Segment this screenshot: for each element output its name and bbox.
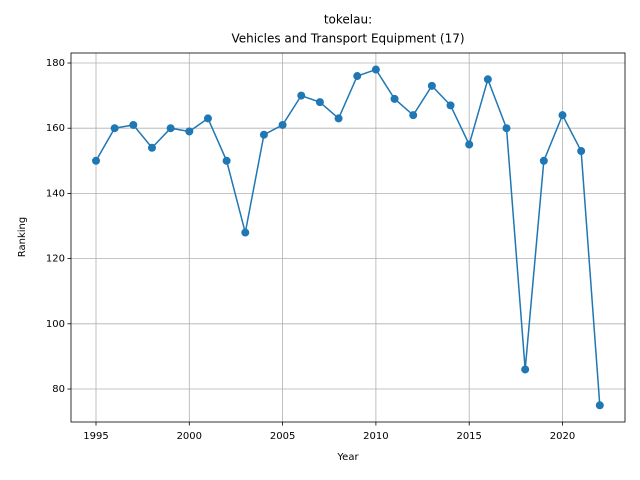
- data-point: [315, 98, 324, 107]
- data-point: [483, 75, 492, 84]
- plot-frame: [70, 52, 626, 423]
- data-point: [502, 124, 511, 133]
- data-point: [297, 91, 306, 100]
- data-point: [222, 156, 231, 165]
- x-tick-label: 1995: [83, 431, 108, 442]
- data-point: [446, 101, 455, 110]
- data-point: [129, 120, 138, 129]
- data-point: [353, 72, 362, 81]
- data-point: [166, 124, 175, 133]
- chart-title: tokelau:: [324, 13, 372, 27]
- x-tick-label: 2000: [177, 431, 202, 442]
- data-line: [95, 68, 601, 406]
- chart-subtitle: Vehicles and Transport Equipment (17): [231, 32, 464, 46]
- data-point: [203, 114, 212, 123]
- data-point: [539, 156, 548, 165]
- data-point: [334, 114, 343, 123]
- data-point: [409, 111, 418, 120]
- y-tick-label: 80: [52, 384, 65, 395]
- data-point: [558, 111, 567, 120]
- data-point: [92, 156, 101, 165]
- data-point: [185, 127, 194, 136]
- data-point: [595, 401, 604, 410]
- y-tick-label: 140: [46, 188, 65, 199]
- data-point: [147, 143, 156, 152]
- x-tick-label: 2010: [363, 431, 388, 442]
- data-point: [371, 65, 380, 74]
- y-axis-label: Ranking: [17, 217, 28, 257]
- data-point: [390, 94, 399, 103]
- data-point: [278, 120, 287, 129]
- data-point: [110, 124, 119, 133]
- data-point: [427, 81, 436, 90]
- data-point: [521, 365, 530, 374]
- x-axis-label: Year: [336, 452, 359, 463]
- data-point: [465, 140, 474, 149]
- x-tick-label: 2020: [550, 431, 575, 442]
- y-tick-label: 120: [46, 254, 65, 265]
- y-tick-label: 180: [46, 58, 65, 69]
- x-tick-label: 2005: [270, 431, 295, 442]
- y-tick-label: 100: [46, 319, 65, 330]
- x-tick-label: 2015: [456, 431, 481, 442]
- data-point: [241, 228, 250, 237]
- data-point: [259, 130, 268, 139]
- y-tick-label: 160: [46, 123, 65, 134]
- data-point: [577, 147, 586, 156]
